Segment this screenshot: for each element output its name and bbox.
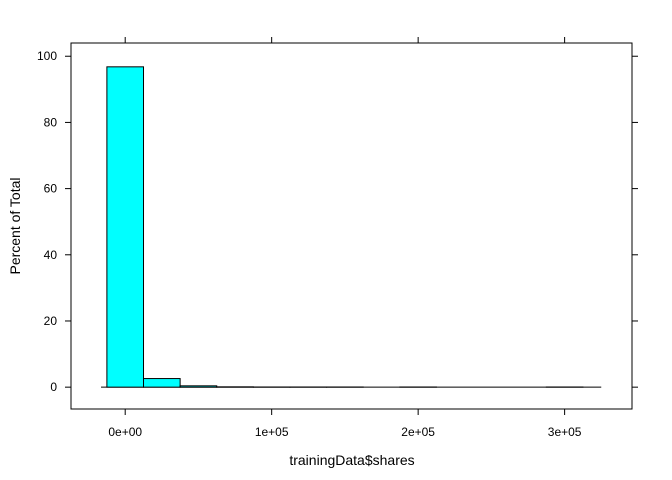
y-tick-label: 80 [44,115,58,129]
x-axis-label: trainingData$shares [289,452,414,468]
y-axis-label: Percent of Total [7,177,23,274]
y-tick-label: 100 [37,49,57,63]
x-tick-label: 0e+00 [108,425,142,439]
histogram-bar [143,378,181,388]
y-tick-label: 60 [44,182,58,196]
axis-ticks: 0e+00 1e+05 2e+05 3e+05 0 20 40 60 80 100 [37,37,638,439]
bars [106,66,584,388]
histogram-bar [106,66,145,388]
x-tick-label: 2e+05 [401,425,435,439]
y-tick-label: 20 [44,314,58,328]
x-tick-label: 1e+05 [255,425,289,439]
y-tick-label: 0 [50,380,57,394]
y-tick-label: 40 [44,248,58,262]
x-tick-label: 3e+05 [548,425,582,439]
plot-panel [70,42,633,410]
histogram-bar [179,385,218,388]
